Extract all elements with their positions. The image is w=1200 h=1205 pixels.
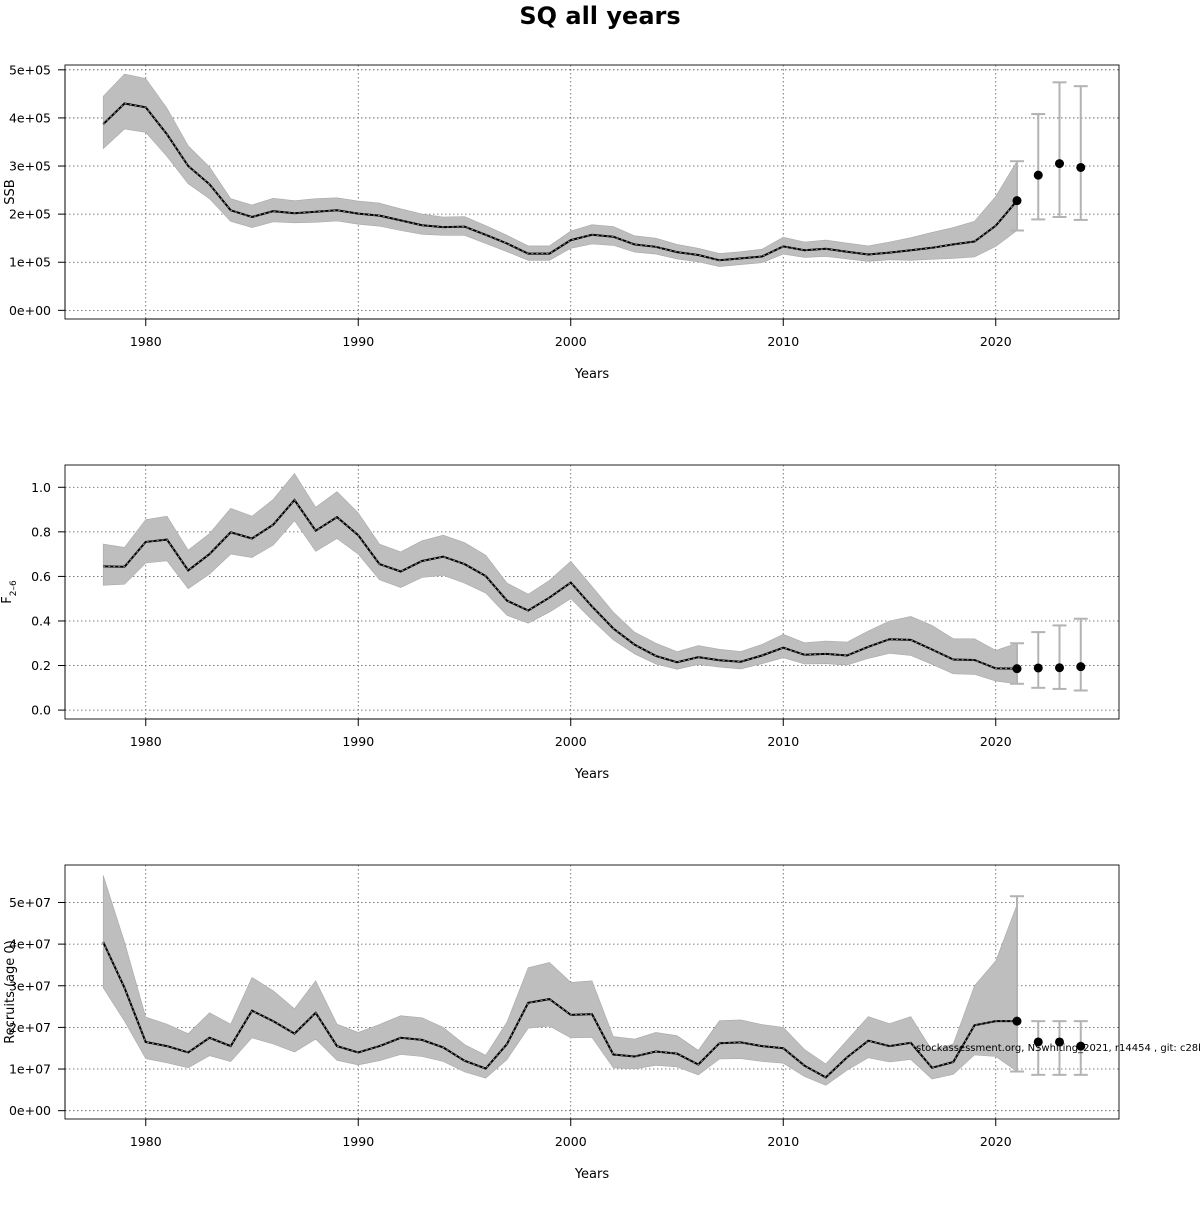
fbar-y-tick-label: 0.6 xyxy=(31,569,51,584)
fbar-x-tick-label: 2020 xyxy=(980,734,1012,749)
fbar-x-tick-label: 2000 xyxy=(555,734,587,749)
recruits-forecast-point xyxy=(1012,1016,1022,1026)
ssb-forecast-point xyxy=(1033,170,1043,180)
recruits-x-tick-label: 2000 xyxy=(555,1134,587,1149)
recruits-y-tick-label: 4e+07 xyxy=(9,937,51,952)
ssb-y-tick-label: 4e+05 xyxy=(9,110,51,125)
fbar-forecast-point xyxy=(1076,662,1086,672)
fbar-x-tick-label: 2010 xyxy=(767,734,799,749)
recruits-y-tick-label: 1e+07 xyxy=(9,1062,51,1077)
fbar-x-tick-label: 1980 xyxy=(130,734,162,749)
recruits-forecast-point xyxy=(1033,1037,1043,1047)
ssb-y-tick-label: 5e+05 xyxy=(9,62,51,77)
ssb-forecast-point xyxy=(1055,159,1064,169)
footer-credit: stockassessment.org, NSwhiting_2021, r14… xyxy=(916,1043,1200,1054)
recruits-y-axis-title: Recruits (age 0) xyxy=(3,940,18,1044)
ssb-x-tick-label: 2010 xyxy=(767,334,799,349)
fbar-forecast-point xyxy=(1033,663,1043,673)
fbar-y-tick-label: 0.4 xyxy=(31,613,51,628)
ssb-y-tick-label: 0e+00 xyxy=(9,303,51,318)
recruits-y-tick-label: 5e+07 xyxy=(9,895,51,910)
recruits-x-tick-label: 1990 xyxy=(342,1134,374,1149)
recruits-x-tick-label: 2010 xyxy=(767,1134,799,1149)
ssb-estimate-line xyxy=(102,102,1018,262)
fbar-forecast-point xyxy=(1012,664,1022,674)
recruits-x-tick-label: 2020 xyxy=(980,1134,1012,1149)
recruits-y-tick-label: 0e+00 xyxy=(9,1103,51,1118)
recruits-x-tick-label: 1980 xyxy=(130,1134,162,1149)
ssb-x-tick-label: 1990 xyxy=(342,334,374,349)
recruits-y-tick-label: 3e+07 xyxy=(9,978,51,993)
recruits-confidence-band xyxy=(102,875,1018,1086)
ssb-confidence-band xyxy=(102,73,1018,267)
fbar-confidence-band xyxy=(102,472,1018,685)
fbar-y-tick-label: 0.8 xyxy=(31,524,51,539)
recruits-x-axis-title: Years xyxy=(574,1167,610,1182)
recruits-y-tick-label: 2e+07 xyxy=(9,1020,51,1035)
recruits-forecast-point xyxy=(1055,1037,1064,1047)
ssb-y-tick-label: 2e+05 xyxy=(9,207,51,222)
recruits-forecast-point xyxy=(1076,1041,1086,1051)
ssb-forecast-point xyxy=(1012,196,1022,206)
fbar-x-axis-title: Years xyxy=(574,767,610,782)
figure-title: SQ all years xyxy=(519,2,680,30)
ssb-x-tick-label: 2000 xyxy=(555,334,587,349)
fbar-estimate-line-dash xyxy=(103,499,1018,670)
fbar-y-tick-label: 1.0 xyxy=(31,480,51,495)
panel-ssb: 1980 1990 2000 2010 2020 0e+00 1e+05 2e+05 3e+05… xyxy=(3,62,1120,382)
fbar-x-tick-label: 1990 xyxy=(342,734,374,749)
panel-fbar: 1980 1990 2000 2010 2020 0.0 0.2 0.4 0.6 0.8 1.0 Ye… xyxy=(0,464,1120,782)
fbar-y-axis-title-subscript: 2–6 xyxy=(9,580,19,596)
ssb-x-axis-title: Years xyxy=(574,367,610,382)
fbar-forecast-point xyxy=(1055,663,1064,673)
ssb-x-tick-label: 1980 xyxy=(130,334,162,349)
ssb-y-tick-label: 3e+05 xyxy=(9,159,51,174)
ssb-estimate-line-dash xyxy=(102,103,1018,261)
ssb-y-axis-title: SSB xyxy=(3,179,18,204)
fbar-y-tick-label: 0.0 xyxy=(31,703,51,718)
panel-recruits: 1980 1990 2000 2010 2020 0e+00 1e+07 2e+07 3e+07… xyxy=(3,864,1120,1182)
fbar-y-axis-title: F2–6 xyxy=(0,580,19,604)
fbar-y-tick-label: 0.2 xyxy=(31,658,51,673)
ssb-x-tick-label: 2020 xyxy=(980,334,1012,349)
ssb-forecast-point xyxy=(1076,162,1086,172)
chart-panels: 1980 1990 2000 2010 2020 0e+00 1e+05 2e+05 3e+05… xyxy=(0,62,1120,1182)
recruits-estimate-line-dash xyxy=(102,941,1017,1078)
ssb-y-tick-label: 1e+05 xyxy=(9,255,51,270)
